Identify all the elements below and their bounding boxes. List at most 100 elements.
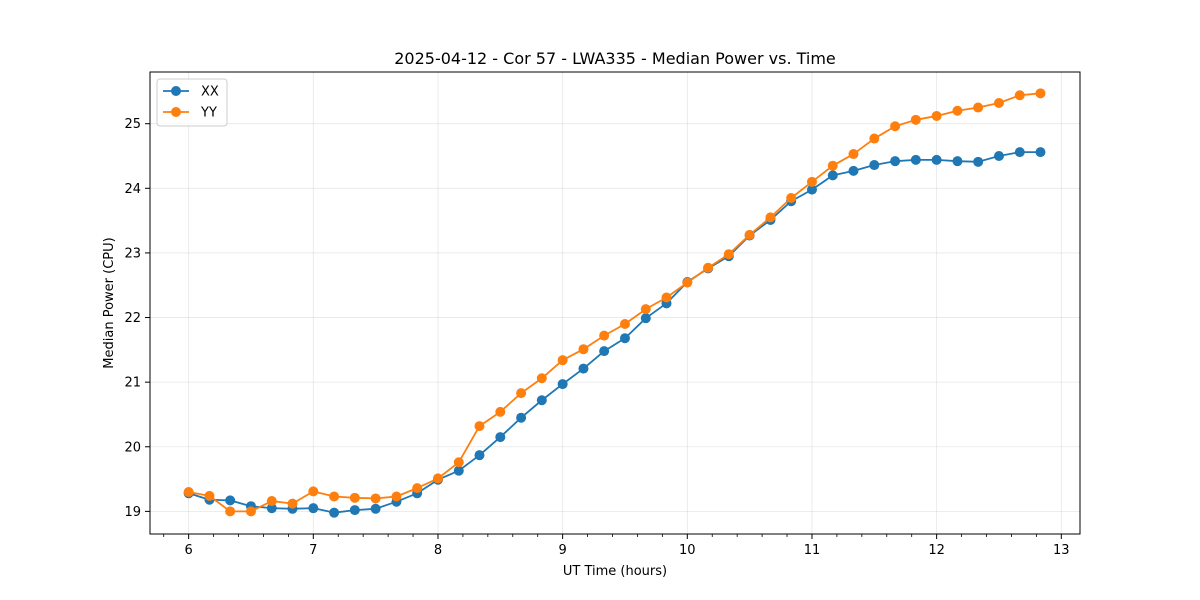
data-point-yy	[910, 114, 921, 125]
data-point-xx	[599, 346, 610, 357]
data-point-xx	[890, 156, 901, 167]
data-point-yy	[661, 292, 672, 303]
data-point-yy	[225, 506, 236, 517]
data-point-yy	[931, 110, 942, 121]
data-point-yy	[952, 105, 963, 116]
x-tick-label: 7	[309, 543, 317, 558]
data-point-xx	[910, 154, 921, 165]
data-point-yy	[516, 388, 527, 399]
axis-layer: 6 7 8 9 10 11 12 13 19 20 21 22 23 24 25	[124, 117, 1069, 558]
series-yy	[183, 88, 1046, 517]
data-point-xx	[619, 333, 630, 344]
data-point-xx	[806, 184, 817, 195]
data-point-xx	[869, 160, 880, 171]
data-point-xx	[495, 432, 506, 443]
series-layer	[183, 88, 1046, 518]
data-point-yy	[723, 249, 734, 260]
y-tick-label: 19	[124, 505, 141, 520]
data-point-yy	[287, 498, 298, 509]
x-tick-label: 11	[804, 543, 821, 558]
data-point-yy	[993, 98, 1004, 109]
data-point-xx	[349, 505, 360, 516]
data-point-yy	[349, 492, 360, 503]
y-tick-label: 22	[124, 311, 141, 326]
data-point-yy	[786, 193, 797, 203]
data-point-xx	[453, 465, 464, 476]
data-point-yy	[245, 506, 256, 517]
data-point-yy	[557, 355, 568, 366]
data-point-yy	[682, 277, 693, 288]
data-point-yy	[973, 102, 984, 113]
legend: XX YY	[156, 78, 228, 127]
data-point-yy	[869, 133, 880, 144]
data-point-yy	[204, 490, 215, 501]
data-point-yy	[578, 344, 589, 355]
data-point-yy	[1014, 90, 1025, 101]
data-point-xx	[578, 363, 589, 374]
chart-title: 2025-04-12 - Cor 57 - LWA335 - Median Po…	[394, 49, 836, 68]
data-point-xx	[1035, 147, 1046, 158]
data-point-xx	[536, 395, 547, 406]
grid-layer	[150, 72, 1080, 534]
data-point-yy	[599, 330, 610, 341]
data-point-xx	[266, 503, 277, 514]
data-point-yy	[806, 176, 817, 187]
x-tick-label: 8	[434, 543, 442, 558]
legend-entry-xx: XX	[163, 85, 219, 100]
data-point-xx	[329, 507, 340, 518]
data-point-yy	[432, 473, 443, 484]
data-point-xx	[1014, 147, 1025, 158]
plot-frame	[149, 71, 1081, 535]
y-tick-label: 25	[124, 117, 141, 132]
y-tick-label: 24	[124, 182, 141, 197]
data-point-yy	[827, 160, 838, 171]
x-tick-label: 9	[559, 543, 567, 558]
data-point-yy	[329, 491, 340, 502]
data-point-xx	[993, 151, 1004, 161]
data-point-yy	[890, 121, 901, 132]
data-point-xx	[640, 313, 651, 324]
legend-label-yy: YY	[200, 106, 217, 121]
y-tick-label: 20	[124, 440, 141, 455]
y-tick-label: 23	[124, 246, 141, 261]
data-point-xx	[308, 503, 319, 514]
legend-marker-xx	[171, 86, 181, 96]
data-point-xx	[225, 495, 236, 506]
y-axis-label: Median Power (CPU)	[102, 237, 117, 368]
data-point-yy	[1035, 88, 1046, 99]
data-point-xx	[474, 450, 485, 461]
data-point-yy	[619, 319, 630, 329]
data-point-yy	[308, 486, 319, 497]
data-point-yy	[412, 483, 423, 494]
legend-entry-yy: YY	[163, 106, 217, 121]
data-point-yy	[266, 496, 277, 507]
data-point-xx	[827, 170, 838, 181]
x-axis-label: UT Time (hours)	[563, 564, 667, 579]
data-point-yy	[370, 493, 381, 504]
x-tick-label: 13	[1053, 543, 1070, 558]
data-point-yy	[391, 491, 402, 502]
data-point-xx	[931, 154, 942, 165]
data-point-xx	[848, 165, 859, 176]
x-tick-label: 6	[185, 543, 193, 558]
data-point-yy	[640, 304, 651, 315]
data-point-yy	[536, 373, 547, 384]
data-point-xx	[952, 156, 963, 167]
data-point-yy	[183, 487, 194, 497]
legend-label-xx: XX	[201, 85, 219, 100]
data-point-xx	[973, 156, 984, 167]
data-point-xx	[370, 503, 381, 514]
data-point-xx	[516, 412, 527, 423]
legend-marker-yy	[171, 107, 181, 117]
data-point-yy	[744, 229, 755, 240]
x-tick-label: 12	[928, 543, 945, 558]
data-point-yy	[848, 149, 859, 160]
data-point-xx	[557, 379, 568, 390]
y-tick-label: 21	[124, 376, 141, 391]
data-point-yy	[495, 406, 506, 417]
x-tick-label: 10	[679, 543, 696, 558]
data-point-yy	[703, 262, 714, 273]
data-point-yy	[474, 421, 485, 432]
data-point-yy	[765, 212, 776, 223]
